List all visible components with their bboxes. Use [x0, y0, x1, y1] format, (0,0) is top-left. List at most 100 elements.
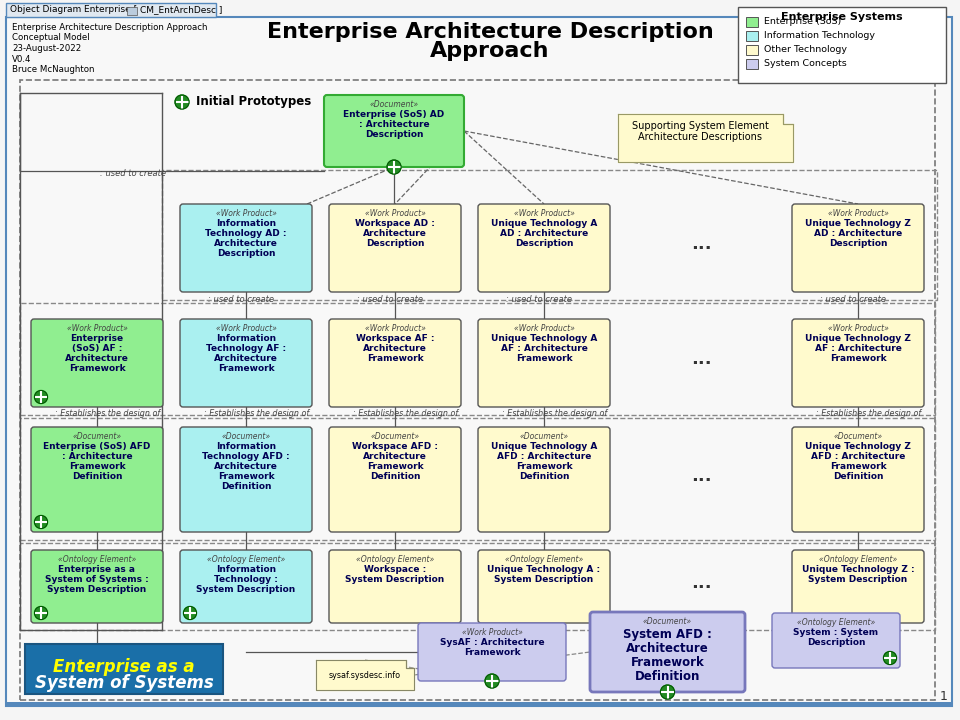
Text: Framework: Framework: [829, 462, 886, 471]
Text: «Document»: «Document»: [72, 432, 122, 441]
FancyBboxPatch shape: [180, 550, 312, 623]
Text: Definition: Definition: [72, 472, 122, 481]
Text: «Work Product»: «Work Product»: [365, 209, 425, 218]
FancyBboxPatch shape: [31, 427, 163, 532]
Text: : used to create: : used to create: [820, 295, 886, 305]
Text: AD : Architecture: AD : Architecture: [814, 229, 902, 238]
Text: Definition: Definition: [370, 472, 420, 481]
Text: Approach: Approach: [430, 41, 550, 61]
Text: Enterprise Systems: Enterprise Systems: [781, 12, 902, 22]
Text: «Work Product»: «Work Product»: [216, 209, 276, 218]
Text: «Document»: «Document»: [519, 432, 568, 441]
Circle shape: [660, 685, 675, 699]
Text: «Work Product»: «Work Product»: [828, 324, 888, 333]
FancyBboxPatch shape: [590, 612, 745, 692]
Text: «Ontology Element»: «Ontology Element»: [797, 618, 876, 627]
Text: System AFD :: System AFD :: [623, 628, 712, 641]
Text: : used to create: : used to create: [506, 295, 572, 305]
Bar: [746, 17, 758, 27]
Text: «Ontology Element»: «Ontology Element»: [819, 555, 898, 564]
Text: «Ontology Element»: «Ontology Element»: [505, 555, 583, 564]
Text: ...: ...: [690, 574, 711, 592]
Text: «Work Product»: «Work Product»: [365, 324, 425, 333]
Text: Architecture: Architecture: [363, 229, 427, 238]
Bar: [20, 543, 935, 630]
Text: «Work Product»: «Work Product»: [514, 324, 574, 333]
Text: Conceptual Model: Conceptual Model: [12, 34, 89, 42]
Text: Initial Prototypes: Initial Prototypes: [196, 96, 311, 109]
Text: Framework: Framework: [516, 462, 572, 471]
Text: Framework: Framework: [218, 364, 275, 373]
Text: Framework: Framework: [516, 354, 572, 363]
Text: 23-August-2022: 23-August-2022: [12, 44, 82, 53]
Text: Architecture: Architecture: [214, 354, 278, 363]
Text: Description: Description: [806, 638, 865, 647]
Text: ...: ...: [690, 350, 711, 368]
Text: System Description: System Description: [47, 585, 147, 594]
FancyBboxPatch shape: [180, 204, 312, 292]
Text: System Description: System Description: [808, 575, 907, 584]
Text: Unique Technology Z :: Unique Technology Z :: [802, 565, 914, 574]
Text: Framework: Framework: [218, 472, 275, 481]
FancyBboxPatch shape: [478, 319, 610, 407]
Polygon shape: [618, 114, 793, 162]
Circle shape: [183, 606, 197, 619]
Text: AFD : Architecture: AFD : Architecture: [497, 452, 591, 461]
Text: Architecture: Architecture: [363, 344, 427, 353]
Text: Enterprise as a: Enterprise as a: [53, 658, 195, 676]
Text: Enterprise Architecture Description: Enterprise Architecture Description: [267, 22, 713, 42]
FancyBboxPatch shape: [478, 550, 610, 623]
Text: Technology AF :: Technology AF :: [206, 344, 286, 353]
Text: Architecture: Architecture: [65, 354, 129, 363]
Text: Framework: Framework: [464, 648, 520, 657]
Text: CM_EntArchDesc ]: CM_EntArchDesc ]: [140, 6, 223, 14]
Bar: [25, 644, 223, 694]
Text: Technology AFD :: Technology AFD :: [203, 452, 290, 461]
Bar: [20, 303, 935, 415]
FancyBboxPatch shape: [329, 427, 461, 532]
Text: AD : Architecture: AD : Architecture: [500, 229, 588, 238]
Text: «Work Product»: «Work Product»: [514, 209, 574, 218]
Text: Description: Description: [366, 239, 424, 248]
Text: : Establishes the design of: : Establishes the design of: [204, 410, 309, 418]
Text: Technology AD :: Technology AD :: [205, 229, 287, 238]
FancyBboxPatch shape: [180, 427, 312, 532]
Text: Architecture: Architecture: [214, 239, 278, 248]
FancyBboxPatch shape: [792, 319, 924, 407]
Bar: [127, 7, 137, 15]
Bar: [746, 45, 758, 55]
Text: : Establishes the design of: : Establishes the design of: [502, 410, 608, 418]
Text: System Concepts: System Concepts: [764, 60, 847, 68]
Text: «Document»: «Document»: [833, 432, 882, 441]
Text: Architecture: Architecture: [214, 462, 278, 471]
Text: «Work Product»: «Work Product»: [66, 324, 128, 333]
Polygon shape: [316, 660, 414, 690]
Text: Unique Technology A: Unique Technology A: [491, 442, 597, 451]
Text: Definition: Definition: [832, 472, 883, 481]
Text: «Document»: «Document»: [643, 617, 692, 626]
Text: Description: Description: [217, 249, 276, 258]
Text: Enterprise as a: Enterprise as a: [59, 565, 135, 574]
FancyBboxPatch shape: [324, 95, 464, 167]
Text: Unique Technology Z: Unique Technology Z: [805, 334, 911, 343]
FancyBboxPatch shape: [772, 613, 900, 668]
Text: : Establishes the design of: : Establishes the design of: [353, 410, 458, 418]
FancyBboxPatch shape: [792, 550, 924, 623]
Text: «Document»: «Document»: [222, 432, 271, 441]
Circle shape: [883, 652, 897, 665]
Text: Framework: Framework: [829, 354, 886, 363]
Circle shape: [485, 674, 499, 688]
Text: : Architecture: : Architecture: [61, 452, 132, 461]
Text: 1: 1: [940, 690, 948, 703]
Text: ...: ...: [690, 235, 711, 253]
Text: System : System: System : System: [793, 628, 878, 637]
Text: Definition: Definition: [221, 482, 272, 491]
Text: : used to create: : used to create: [208, 295, 274, 305]
Text: Information: Information: [216, 219, 276, 228]
Text: Architecture: Architecture: [626, 642, 708, 655]
Text: Architecture Descriptions: Architecture Descriptions: [638, 132, 762, 142]
Text: Unique Technology Z: Unique Technology Z: [805, 442, 911, 451]
Text: Unique Technology A: Unique Technology A: [491, 334, 597, 343]
Circle shape: [175, 95, 189, 109]
FancyBboxPatch shape: [792, 427, 924, 532]
